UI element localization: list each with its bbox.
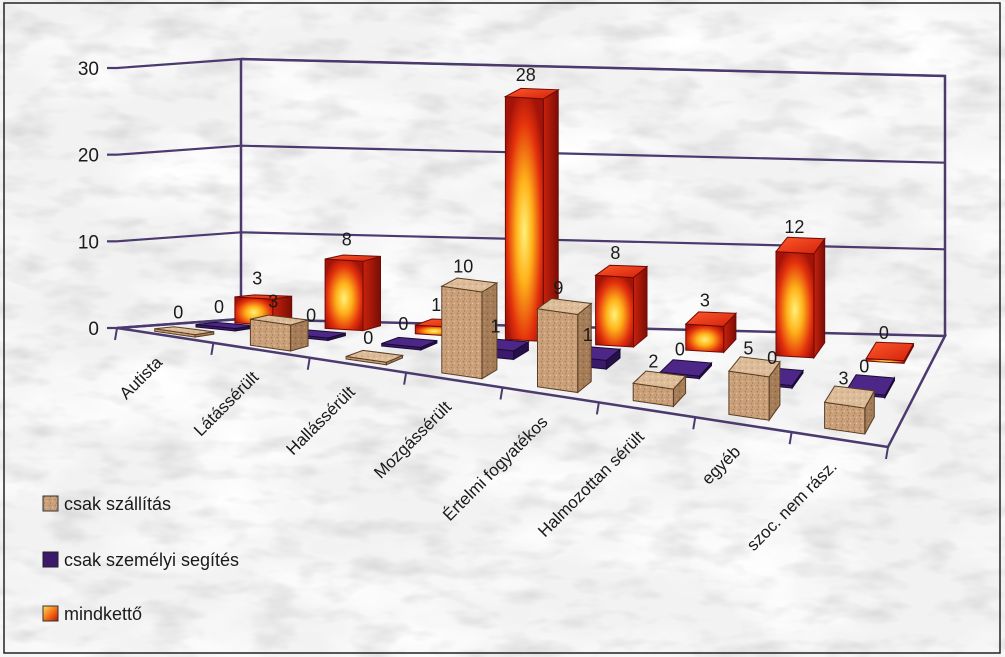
y-axis-ticks: 0 10 20 30 [78, 59, 99, 340]
data-label-mindketto-autista: 3 [252, 269, 262, 289]
bar-csak-szemelyi-segites-szoc-nem-rasz [845, 374, 896, 400]
bar-csak-szallitas-egyeb [727, 356, 781, 422]
legend-swatch-mindketto [42, 605, 59, 622]
bar-csak-szallitas-autista [154, 326, 215, 338]
data-label-csak-szemelyi-segites-hallasserult: 0 [398, 314, 408, 334]
gridline [116, 144, 946, 164]
legend-item-1: csak személyi segítés [42, 550, 239, 570]
legend-swatch-csak-szallitas [42, 495, 59, 512]
gridline [116, 57, 946, 78]
bar-mindketto-egyeb [775, 236, 826, 360]
legend-item-0: csak szállítás [42, 494, 171, 514]
data-label-csak-szallitas-autista: 0 [173, 302, 183, 322]
gridline [116, 231, 946, 251]
bar-csak-szallitas-latasserult [249, 314, 309, 352]
bar-csak-szallitas-szoc-nem-rasz [823, 385, 876, 435]
data-label-csak-szallitas-ertelmi-fogyatekos: 9 [553, 278, 563, 298]
legend: csak szállítás csak személyi segítés min… [42, 494, 239, 624]
data-label-csak-szemelyi-segites-autista: 0 [214, 297, 224, 317]
data-label-csak-szemelyi-segites-ertelmi-fogyatekos: 1 [583, 325, 593, 345]
data-label-csak-szallitas-latasserult: 3 [268, 292, 278, 312]
bar-csak-szallitas-ertelmi-fogyatekos [536, 297, 593, 394]
bar-mindketto-ertelmi-fogyatekos [594, 264, 649, 349]
data-label-mindketto-hallasserult: 1 [431, 295, 441, 315]
legend-swatch-csak-szemelyi-segites [42, 551, 59, 568]
bar-mindketto-latasserult [324, 254, 381, 332]
y-tick-label: 30 [78, 59, 99, 80]
data-label-csak-szallitas-halmozottan-serult: 2 [648, 352, 658, 372]
data-label-csak-szemelyi-segites-szoc-nem-rasz: 0 [859, 357, 869, 377]
plot-frame [107, 57, 948, 460]
data-label-mindketto-ertelmi-fogyatekos: 8 [610, 243, 620, 263]
data-label-csak-szemelyi-segites-halmozottan-serult: 0 [675, 340, 685, 360]
bar-csak-szemelyi-segites-autista [195, 321, 255, 332]
bar-csak-szallitas-halmozottan-serult [632, 370, 687, 408]
data-label-mindketto-egyeb: 12 [784, 217, 804, 237]
bar-csak-szallitas-hallasserult [345, 349, 405, 366]
data-label-mindketto-mozgasserult: 28 [516, 65, 536, 85]
data-label-csak-szemelyi-segites-mozgasserult: 1 [491, 316, 501, 336]
data-label-csak-szemelyi-segites-latasserult: 0 [306, 306, 316, 326]
data-label-mindketto-halmozottan-serult: 3 [700, 291, 710, 311]
data-label-csak-szallitas-hallasserult: 0 [363, 328, 373, 348]
legend-label-0: csak szállítás [64, 494, 171, 514]
legend-label-2: mindkettő [64, 604, 142, 624]
legend-label-1: csak személyi segítés [64, 550, 239, 570]
y-tick-label: 0 [88, 319, 99, 340]
data-label-mindketto-latasserult: 8 [342, 230, 352, 250]
bar-csak-szallitas-mozgasserult [440, 277, 499, 380]
data-label-csak-szallitas-mozgasserult: 10 [453, 257, 473, 277]
data-label-mindketto-szoc-nem-rasz: 0 [879, 323, 889, 343]
legend-item-2: mindkettő [42, 604, 142, 624]
bar-mindketto-mozgasserult [503, 87, 560, 343]
bar-mindketto-halmozottan-serult [684, 311, 738, 354]
bar-mindketto-szoc-nem-rasz [865, 341, 915, 364]
data-label-csak-szallitas-szoc-nem-rasz: 3 [838, 369, 848, 389]
y-tick-label: 20 [78, 146, 99, 167]
y-tick-label: 10 [78, 232, 99, 253]
bar-csak-szemelyi-segites-hallasserult [381, 336, 438, 351]
bars [154, 87, 915, 435]
data-label-csak-szallitas-egyeb: 5 [743, 338, 753, 358]
data-label-csak-szemelyi-segites-egyeb: 0 [767, 348, 777, 368]
